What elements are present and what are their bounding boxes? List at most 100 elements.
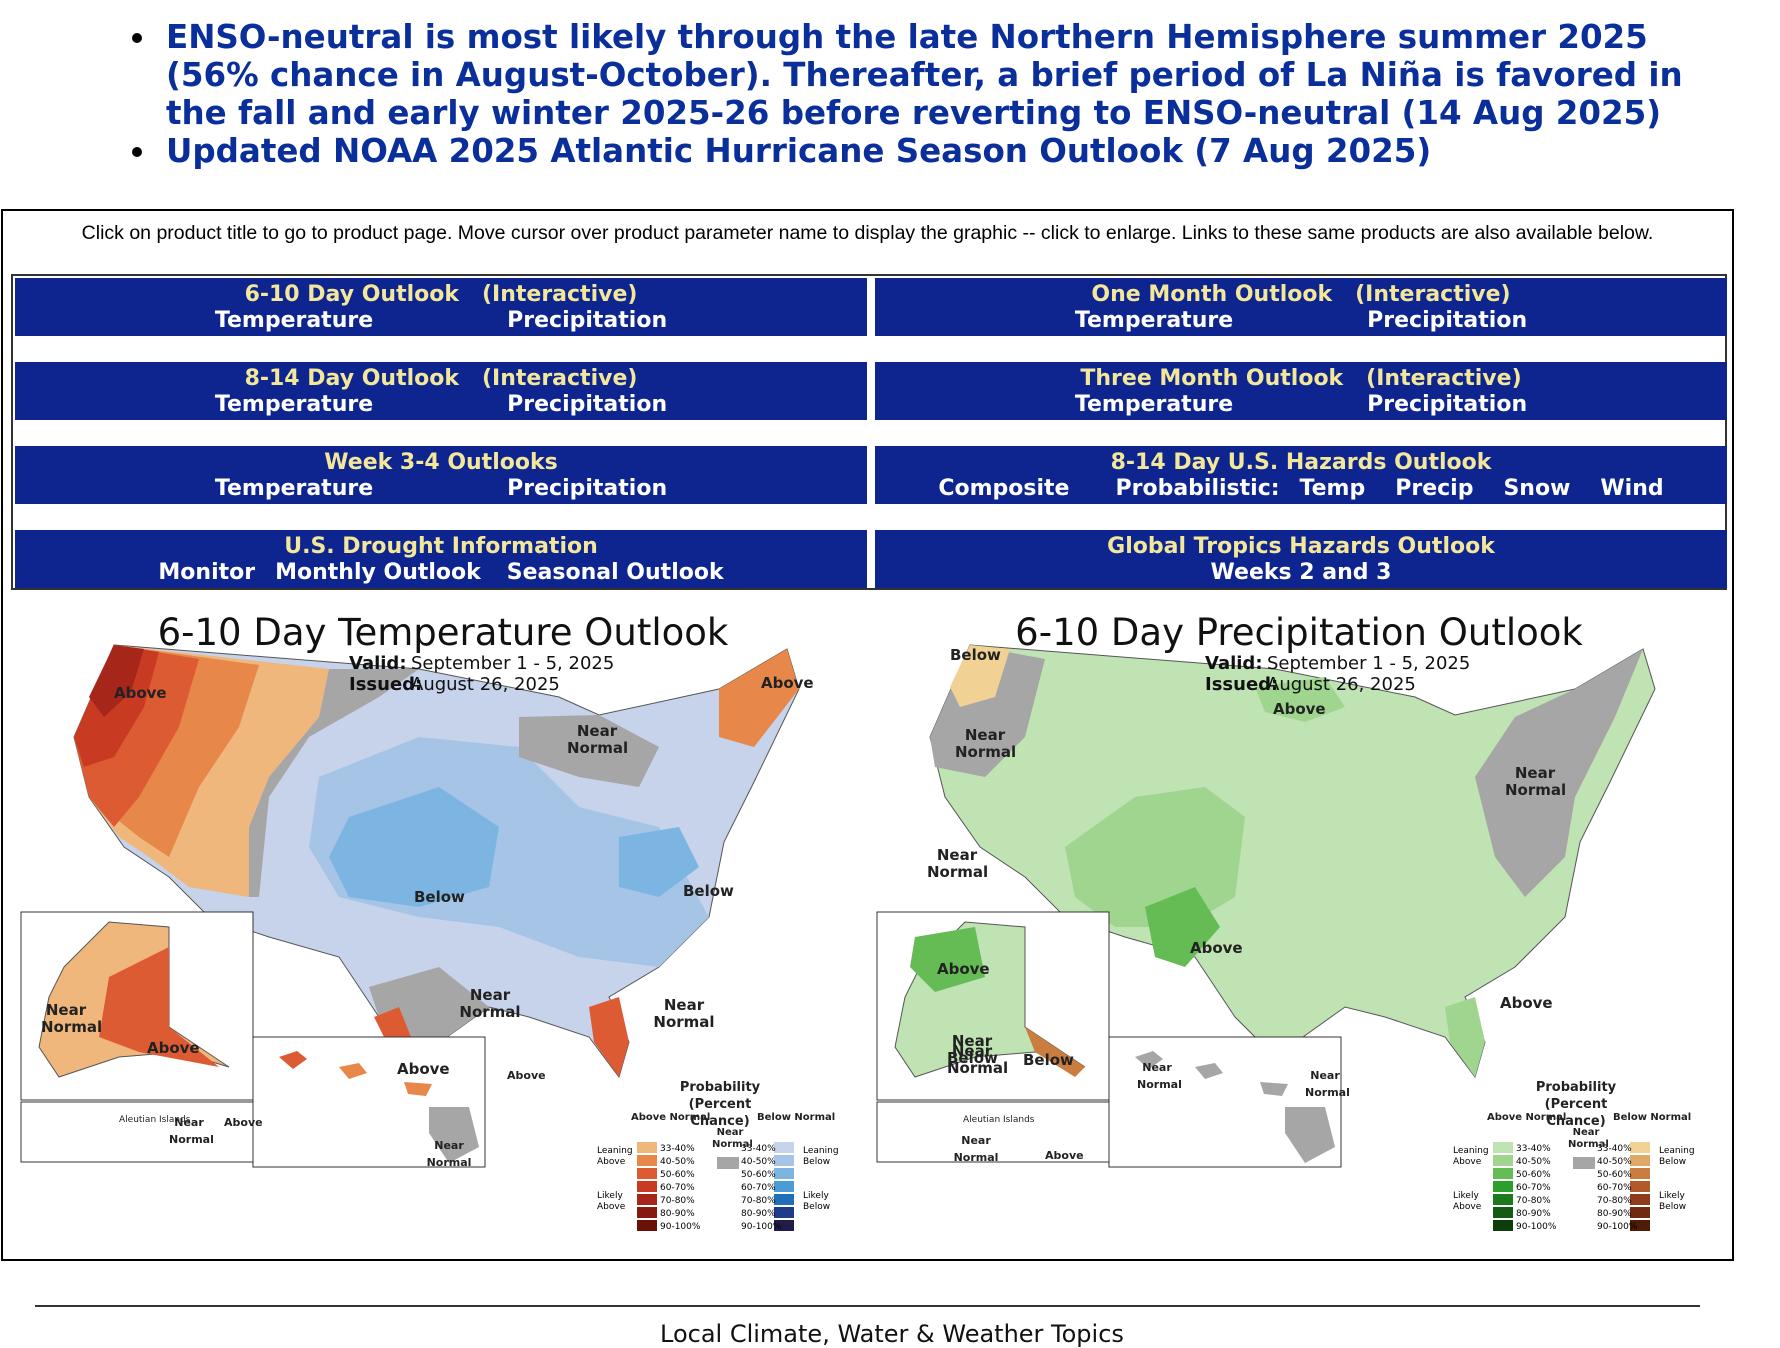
enso-link[interactable]: ENSO-neutral is most likely through the …	[166, 18, 1683, 132]
6-10-day-precipitation-link[interactable]: Precipitation	[507, 308, 668, 333]
legend-range-label: 90-100%	[1516, 1222, 1557, 1232]
issued-date: August 26, 2025	[411, 674, 560, 695]
legend-above-swatch	[637, 1194, 657, 1205]
above-southwest	[1065, 787, 1245, 927]
legend-range-label: 40-50%	[1597, 1157, 1632, 1167]
region-label: Below	[1023, 1051, 1074, 1069]
legend-side-label: Above	[597, 1157, 626, 1167]
legend-range-label: 70-80%	[1516, 1196, 1551, 1206]
one-month-precipitation-link[interactable]: Precipitation	[1367, 308, 1528, 333]
three-month-interactive-link[interactable]: (Interactive)	[1366, 366, 1522, 391]
region-label: Near Normal	[927, 846, 989, 881]
one-month-interactive-link[interactable]: (Interactive)	[1355, 282, 1511, 307]
6-10-day-title-link[interactable]: 6-10 Day Outlook	[244, 282, 459, 307]
legend-above-swatch	[637, 1220, 657, 1231]
drought-monitor-link[interactable]: Monitor	[158, 560, 256, 585]
instructions-text: Click on product title to go to product …	[81, 222, 1654, 244]
aleutian-frame	[876, 1101, 1110, 1163]
legend-above-swatch	[1493, 1194, 1513, 1205]
hazards-wind-link[interactable]: Wind	[1600, 476, 1664, 501]
legend-range-label: 70-80%	[660, 1196, 695, 1206]
8-14-day-title-link[interactable]: 8-14 Day Outlook	[244, 366, 459, 391]
hazards-temp-link[interactable]: Temp	[1299, 476, 1366, 501]
cell-one-month: One Month Outlook (Interactive) Temperat…	[875, 278, 1727, 336]
bullet-hurricane[interactable]: Updated NOAA 2025 Atlantic Hurricane Sea…	[130, 132, 1750, 170]
region-label: Near Normal	[947, 1042, 1009, 1077]
6-10-day-interactive-link[interactable]: (Interactive)	[481, 282, 638, 307]
bullet-enso[interactable]: ENSO-neutral is most likely through the …	[130, 18, 1750, 132]
below-northwest	[950, 645, 1010, 707]
temperature-map-graphic: 33-40% 33-40% 40-50% 40-50% 50-60% 50-60% 60-7…	[20, 644, 839, 1232]
legend-range-label: 40-50%	[741, 1157, 776, 1167]
hawaii-island-2	[1195, 1063, 1223, 1079]
legend-near-label: Near Normal	[712, 1127, 753, 1150]
legend-range-label: 50-60%	[1516, 1170, 1551, 1180]
three-month-precipitation-link[interactable]: Precipitation	[1367, 392, 1528, 417]
week-3-4-title-link[interactable]: Week 3-4 Outlooks	[324, 450, 558, 475]
drought-monthly-link[interactable]: Monthly Outlook	[275, 560, 481, 585]
legend-below-swatch	[774, 1181, 794, 1192]
hurricane-outlook-link[interactable]: Updated NOAA 2025 Atlantic Hurricane Sea…	[166, 132, 1432, 170]
legend-range-label: 60-70%	[1516, 1183, 1551, 1193]
global-tropics-weeks-link[interactable]: Weeks 2 and 3	[1210, 560, 1392, 585]
cell-8-14-day: 8-14 Day Outlook (Interactive) Temperatu…	[15, 362, 867, 420]
three-month-title-link[interactable]: Three Month Outlook	[1080, 366, 1344, 391]
issued-date: August 26, 2025	[1267, 674, 1416, 695]
legend-side-label: Above	[1453, 1157, 1482, 1167]
hazards-composite-link[interactable]: Composite	[938, 476, 1070, 501]
above-maine	[719, 649, 799, 747]
one-month-temperature-link[interactable]: Temperature	[1074, 308, 1234, 333]
one-month-title-link[interactable]: One Month Outlook	[1091, 282, 1333, 307]
legend-below-swatch	[1630, 1168, 1650, 1179]
8-14-day-interactive-link[interactable]: (Interactive)	[481, 366, 638, 391]
legend-range-label: 33-40%	[741, 1144, 776, 1154]
drought-title-link[interactable]: U.S. Drought Information	[284, 534, 598, 559]
hazards-probabilistic-label: Probabilistic:	[1115, 476, 1280, 501]
legend-range-label: 40-50%	[660, 1157, 695, 1167]
legend-side-label: Below	[1659, 1157, 1686, 1167]
8-14-day-temperature-link[interactable]: Temperature	[214, 392, 374, 417]
alaska-above	[99, 947, 219, 1067]
region-label: Near Normal	[955, 726, 1017, 761]
region-label: Above	[1500, 994, 1553, 1012]
legend-near-swatch	[1573, 1157, 1595, 1169]
week-3-4-temperature-link[interactable]: Temperature	[214, 476, 374, 501]
precipitation-outlook-map[interactable]: 33-40% 33-40% 40-50% 40-50% 50-60% 50-60% 60-7…	[875, 597, 1723, 1255]
week-3-4-precipitation-link[interactable]: Precipitation	[507, 476, 668, 501]
region-label: Above	[114, 684, 167, 702]
region-label: Above	[1045, 1149, 1084, 1162]
region-label: Above	[147, 1039, 200, 1057]
legend-below-swatch	[1630, 1207, 1650, 1218]
hazards-title-link[interactable]: 8-14 Day U.S. Hazards Outlook	[1110, 450, 1492, 475]
region-label: Near Normal	[1305, 1069, 1350, 1099]
legend-below-swatch	[1630, 1194, 1650, 1205]
legend-side-label: Leaning	[803, 1146, 839, 1156]
hazards-precip-link[interactable]: Precip	[1395, 476, 1474, 501]
legend-side-label: Above	[1453, 1202, 1482, 1212]
hazards-snow-link[interactable]: Snow	[1503, 476, 1571, 501]
global-tropics-title-link[interactable]: Global Tropics Hazards Outlook	[1107, 534, 1495, 559]
region-label: Near Normal	[459, 986, 521, 1021]
region-label: Near Normal	[567, 722, 629, 757]
footer-heading: Local Climate, Water & Weather Topics	[660, 1320, 1124, 1348]
valid-label: Valid:	[349, 653, 407, 674]
8-14-day-precipitation-link[interactable]: Precipitation	[507, 392, 668, 417]
6-10-day-temperature-link[interactable]: Temperature	[214, 308, 374, 333]
legend-range-label: 70-80%	[1597, 1196, 1632, 1206]
legend-below-label: Below Normal	[757, 1112, 836, 1123]
temperature-map-title: 6-10 Day Temperature Outlook	[157, 611, 729, 654]
drought-seasonal-link[interactable]: Seasonal Outlook	[506, 560, 724, 585]
temperature-outlook-map[interactable]: 33-40% 33-40% 40-50% 40-50% 50-60% 50-60% 60-7…	[19, 597, 867, 1255]
hawaii-island-1	[1135, 1051, 1163, 1069]
legend-above-swatch	[637, 1207, 657, 1218]
three-month-temperature-link[interactable]: Temperature	[1074, 392, 1234, 417]
valid-date: September 1 - 5, 2025	[411, 653, 615, 674]
region-label: Near Below	[947, 1032, 998, 1067]
region-label: Below	[683, 882, 734, 900]
legend-range-label: 70-80%	[741, 1196, 776, 1206]
aleutian-frame	[20, 1101, 254, 1163]
legend-range-label: 33-40%	[660, 1144, 695, 1154]
legend-side-label: Leaning	[1453, 1146, 1489, 1156]
region-label: Above	[224, 1116, 263, 1129]
legend-above-swatch	[1493, 1220, 1513, 1231]
